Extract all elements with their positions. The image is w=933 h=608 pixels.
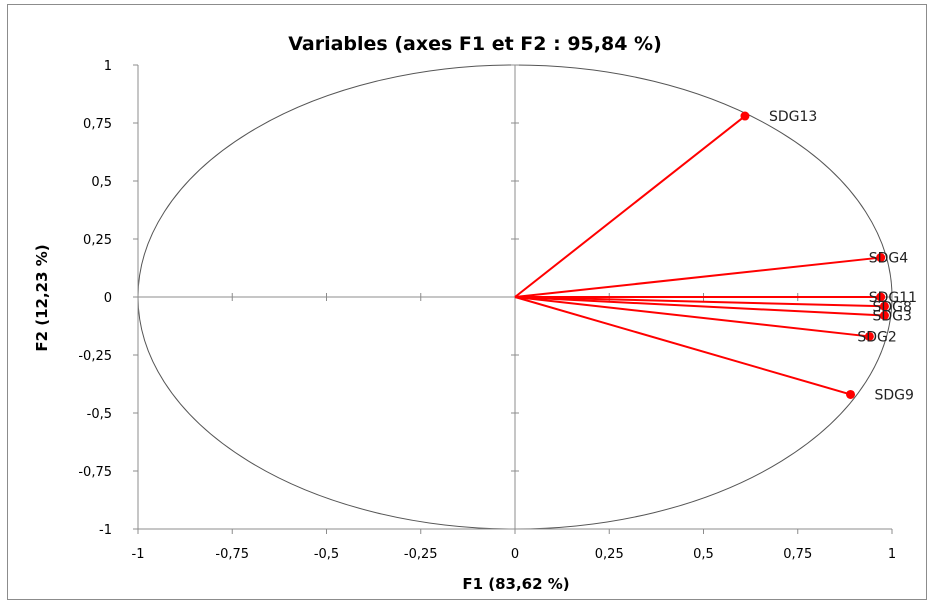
plot-area: -1 -0,75 -0,5 -0,25 0 0,25 0,5 0,75 1 1 0,75 0,5 0,2… [78, 59, 917, 562]
label-sdg4: SDG4 [869, 251, 909, 267]
vector-sdg3 [514, 296, 885, 317]
point-sdg11 [876, 292, 886, 302]
vector-sdg4 [514, 256, 881, 298]
y-tick-label: 0,25 [83, 233, 112, 248]
y-tick-label: 0 [104, 291, 112, 306]
y-tick-label: 0,75 [83, 117, 112, 132]
point-sdg8 [879, 301, 889, 311]
vector-sdg9 [514, 296, 851, 396]
x-axis-title: F1 (83,62 %) [462, 575, 569, 593]
point-sdg9 [846, 389, 856, 399]
vector-sdg2 [514, 296, 870, 338]
y-tick-label: -1 [99, 523, 112, 538]
x-tick-label: -0,25 [404, 547, 438, 562]
point-sdg3 [879, 311, 889, 321]
y-tick-label: 0,5 [91, 175, 112, 190]
chart-title: Variables (axes F1 et F2 : 95,84 %) [288, 33, 662, 55]
y-tick-label: 1 [104, 59, 112, 74]
label-sdg13: SDG13 [769, 109, 817, 125]
x-tick-label: 0 [511, 547, 519, 562]
x-tick-label: 0,5 [693, 547, 714, 562]
x-tick-label: -0,75 [215, 547, 249, 562]
label-sdg3: SDG3 [872, 309, 911, 325]
x-tick-label: 0,25 [595, 547, 624, 562]
x-tick-label: 1 [888, 547, 896, 562]
x-tick-label: -1 [132, 547, 145, 562]
label-sdg2: SDG2 [857, 329, 896, 345]
label-sdg11: SDG11 [869, 290, 917, 306]
x-tick-label: 0,75 [783, 547, 812, 562]
label-sdg9: SDG9 [875, 387, 914, 403]
label-sdg8: SDG8 [872, 299, 911, 315]
y-tick-label: -0,25 [78, 349, 112, 364]
vector-sdg8 [514, 296, 885, 308]
vector-sdg13 [514, 115, 746, 298]
chart-frame: Variables (axes F1 et F2 : 95,84 %) F1 (… [7, 4, 927, 600]
y-tick-label: -0,5 [87, 407, 112, 422]
point-sdg4 [876, 253, 886, 263]
correlation-circle-chart: Variables (axes F1 et F2 : 95,84 %) F1 (… [33, 33, 917, 593]
point-sdg13 [740, 111, 750, 121]
y-tick-label: -0,75 [78, 465, 112, 480]
x-tick-label: -0,5 [314, 547, 339, 562]
point-sdg2 [864, 331, 874, 341]
y-axis-title: F2 (12,23 %) [33, 244, 51, 351]
